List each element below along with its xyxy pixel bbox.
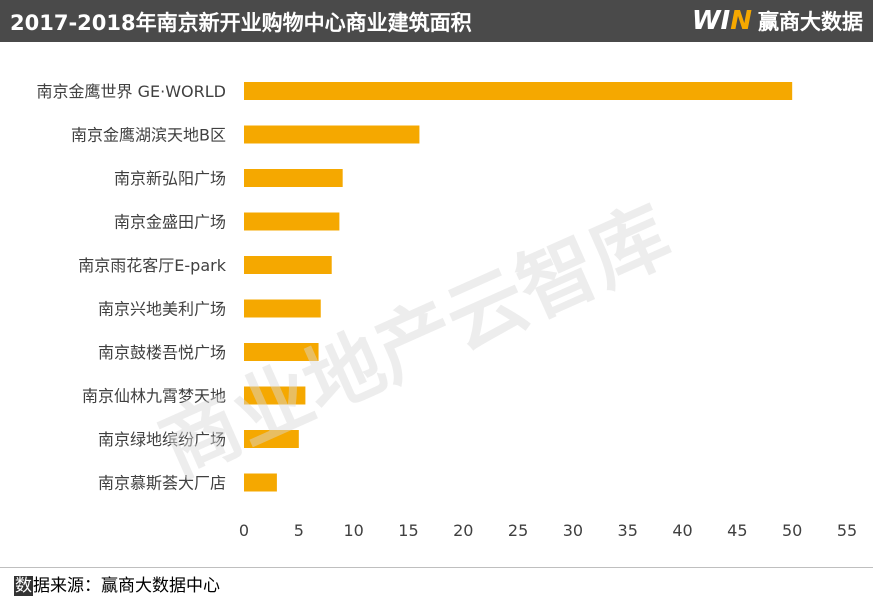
brand-logo: WIN 赢商大数据	[692, 5, 863, 37]
data-source: 数据来源：赢商大数据中心	[14, 576, 220, 596]
x-tick-label: 35	[618, 521, 638, 540]
bar	[244, 343, 319, 361]
chart-title: 2017-2018年南京新开业购物中心商业建筑面积	[10, 11, 472, 35]
x-tick-label: 0	[239, 521, 249, 540]
bar	[244, 256, 332, 274]
x-tick-label: 5	[294, 521, 304, 540]
x-tick-label: 45	[727, 521, 747, 540]
category-label: 南京金盛田广场	[114, 213, 226, 232]
header-bar: 2017-2018年南京新开业购物中心商业建筑面积 WIN 赢商大数据	[0, 0, 873, 42]
win-logo-icon: WIN	[691, 6, 752, 36]
bar	[244, 212, 340, 231]
x-tick-label: 55	[837, 521, 857, 540]
category-label: 南京仙林九霄梦天地	[82, 387, 226, 406]
bar	[244, 82, 793, 100]
bar	[244, 473, 277, 492]
bar	[244, 169, 343, 187]
category-label: 南京绿地缤纷广场	[98, 430, 226, 449]
x-tick-label: 25	[508, 521, 528, 540]
bar	[244, 125, 420, 144]
x-tick-label: 30	[563, 521, 583, 540]
category-label: 南京雨花客厅E-park	[78, 256, 226, 275]
category-label: 南京金鹰湖滨天地B区	[71, 126, 226, 145]
category-label: 南京新弘阳广场	[114, 169, 226, 188]
x-tick-label: 20	[453, 521, 473, 540]
x-tick-label: 40	[672, 521, 692, 540]
bar	[244, 299, 321, 318]
x-tick-label: 15	[398, 521, 418, 540]
bar	[244, 430, 299, 448]
x-tick-label: 10	[343, 521, 363, 540]
category-label: 南京慕斯荟大厂店	[98, 474, 226, 493]
category-label: 南京金鹰世界 GE·WORLD	[37, 82, 226, 101]
bar-chart: 南京金鹰世界 GE·WORLD 南京金鹰湖滨天地B区南京新弘阳广场南京金盛田广场南…	[37, 82, 857, 540]
bar	[244, 386, 306, 405]
category-label: 南京鼓楼吾悦广场	[98, 343, 226, 362]
x-tick-label: 50	[782, 521, 802, 540]
category-label: 南京兴地美利广场	[98, 300, 226, 319]
chart-area: 南京金鹰世界 GE·WORLD 南京金鹰湖滨天地B区南京新弘阳广场 南京金盛田广场南…	[0, 42, 873, 567]
footer: 数据来源：赢商大数据中心	[0, 567, 873, 596]
brand-name: 赢商大数据	[758, 10, 863, 34]
